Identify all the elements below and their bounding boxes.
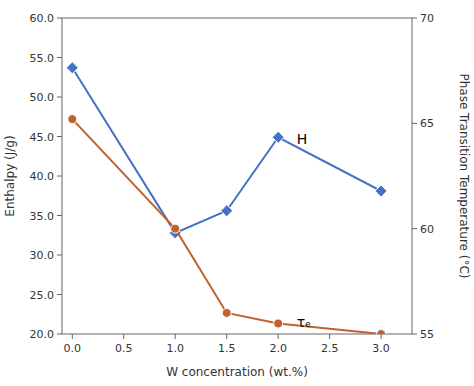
annotation: H <box>297 131 308 147</box>
x-tick-label: 3.0 <box>372 342 390 355</box>
y-tick <box>57 334 62 335</box>
x-tick-label: 2.5 <box>321 342 339 355</box>
y-axis: 20.0 25.0 30.0 35.0 40.0 45.0 50.0 55.0 60.0 <box>30 12 63 341</box>
y-tick-label: 60.0 <box>30 12 55 25</box>
series-marker <box>272 131 284 143</box>
series-marker <box>377 330 386 335</box>
series-marker <box>221 205 233 217</box>
x-tick <box>381 334 382 339</box>
x-tick <box>175 334 176 339</box>
x-tick-label: 0.5 <box>115 342 133 355</box>
y-tick <box>57 294 62 295</box>
y2-tick <box>412 228 417 229</box>
y-tick <box>57 57 62 58</box>
y-tick <box>57 255 62 256</box>
x-tick-label: 1.0 <box>166 342 184 355</box>
y2-axis-label: Phase Transition Temperature (°C) <box>457 73 471 278</box>
x-tick-label: 1.5 <box>218 342 236 355</box>
series-marker <box>222 308 231 317</box>
x-tick-label: 2.0 <box>269 342 287 355</box>
series-marker <box>274 319 283 328</box>
y-tick-label: 50.0 <box>30 91 55 104</box>
annotations: Hτₑ <box>297 131 311 330</box>
x-tick <box>72 334 73 339</box>
y-tick <box>57 136 62 137</box>
x-axis-label: W concentration (wt.%) <box>166 365 308 379</box>
series-line <box>72 119 381 334</box>
y2-axis: 55 60 65 70 <box>412 12 434 341</box>
y-tick-label: 55.0 <box>30 52 55 65</box>
y-tick-label: 20.0 <box>30 328 55 341</box>
y2-tick <box>412 123 417 124</box>
y2-tick-label: 55 <box>420 328 434 341</box>
x-tick <box>226 334 227 339</box>
y-axis-label: Enthalpy (J/g) <box>3 135 17 216</box>
y2-tick <box>412 18 417 19</box>
series-line <box>72 68 381 233</box>
x-tick <box>329 334 330 339</box>
x-tick-label: 0.0 <box>64 342 82 355</box>
y2-tick-label: 65 <box>420 117 434 130</box>
series-marker <box>66 62 78 74</box>
chart: 0.0 0.5 1.0 1.5 2.0 2.5 3.0 W concentration (wt… <box>0 0 474 386</box>
y-tick <box>57 97 62 98</box>
series-marker <box>375 185 387 197</box>
y2-tick <box>412 334 417 335</box>
y-tick <box>57 18 62 19</box>
annotation: τₑ <box>297 314 311 330</box>
y-tick-label: 45.0 <box>30 131 55 144</box>
series-marker <box>171 224 180 233</box>
y-tick-label: 40.0 <box>30 170 55 183</box>
y-tick <box>57 215 62 216</box>
plot-area <box>66 62 387 334</box>
y-tick <box>57 176 62 177</box>
x-axis: 0.0 0.5 1.0 1.5 2.0 2.5 3.0 <box>64 334 390 355</box>
x-tick <box>123 334 124 339</box>
y2-tick-label: 70 <box>420 12 434 25</box>
plot-frame <box>62 18 412 334</box>
y-tick-label: 35.0 <box>30 210 55 223</box>
y-tick-label: 25.0 <box>30 289 55 302</box>
y2-tick-label: 60 <box>420 223 434 236</box>
series-marker <box>68 115 77 124</box>
x-tick <box>278 334 279 339</box>
y-tick-label: 30.0 <box>30 249 55 262</box>
